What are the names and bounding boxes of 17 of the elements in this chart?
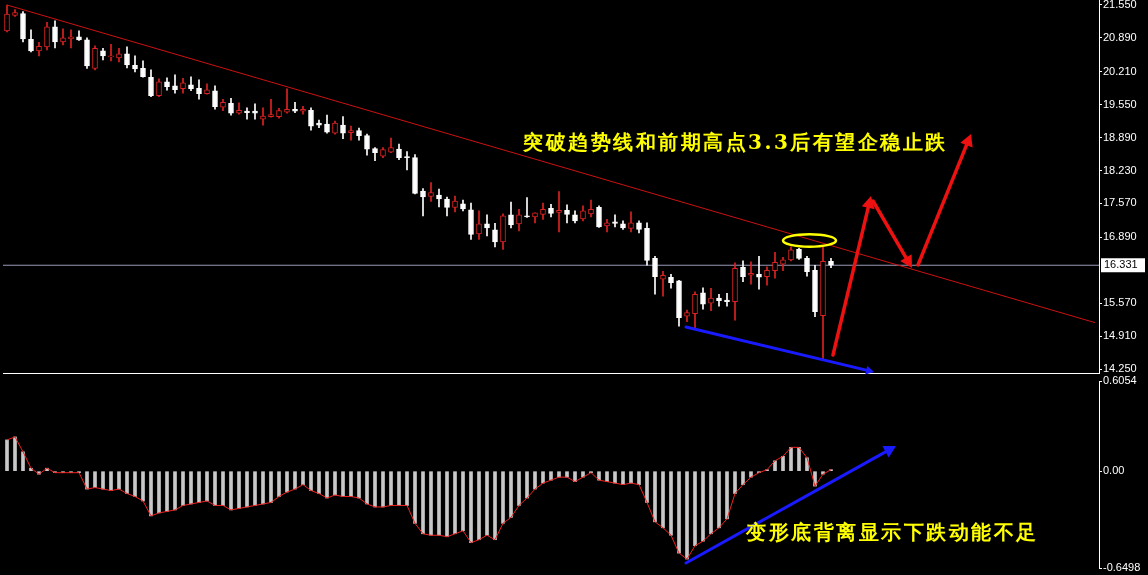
y-tick-label: 0.6054 [1103,374,1137,387]
y-tick-label: 14.250 [1103,362,1137,375]
y-tick-label: 20.890 [1103,30,1137,43]
annotation: 突破趋势线和前期高点3.3后有望企稳止跌 [523,130,948,154]
y-tick-label: 20.210 [1103,64,1137,77]
y-tick-label: 15.570 [1103,296,1137,309]
y-tick-label: 18.230 [1103,163,1137,176]
y-tick-label: -0.6498 [1103,561,1141,574]
y-tick-label: 17.570 [1103,196,1137,209]
y-tick-label: 14.910 [1103,329,1137,342]
y-tick-label: 18.890 [1103,130,1137,143]
annotation: 变形底背离显示下跌动能不足 [746,520,1039,544]
ref-line-label: 16.331 [1104,258,1138,271]
y-tick-label: 16.890 [1103,230,1137,243]
y-tick-label: 0.00 [1103,464,1125,477]
y-tick-label: 21.550 [1103,0,1137,11]
y-tick-label: 19.550 [1103,97,1137,110]
